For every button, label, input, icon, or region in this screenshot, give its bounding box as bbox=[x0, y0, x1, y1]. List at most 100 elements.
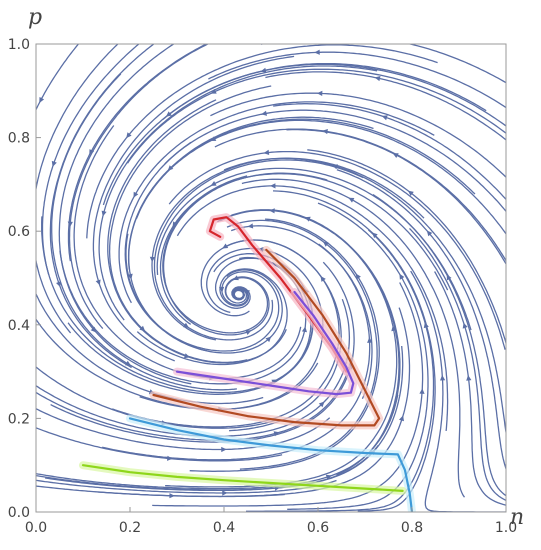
streamline bbox=[164, 109, 506, 213]
streamline-arrow bbox=[172, 221, 178, 228]
streamline bbox=[226, 219, 378, 470]
streamline bbox=[86, 44, 438, 239]
streamline bbox=[246, 229, 435, 512]
trajectory-line-1 bbox=[175, 290, 355, 396]
streamline-arrow bbox=[367, 337, 373, 343]
streamline-arrow bbox=[446, 274, 452, 281]
streamline bbox=[50, 261, 355, 443]
streamline-arrow bbox=[210, 181, 217, 186]
streamline-arrow bbox=[374, 76, 381, 82]
streamline bbox=[98, 65, 378, 321]
y-axis-label: p bbox=[28, 5, 42, 30]
trajectory-group bbox=[79, 213, 416, 512]
trajectory-line-2 bbox=[152, 248, 381, 427]
streamline bbox=[36, 479, 337, 494]
streamline-arrow bbox=[332, 164, 338, 170]
streamline-arrow bbox=[95, 279, 101, 286]
streamline-arrow bbox=[245, 330, 252, 335]
streamline-arrow bbox=[247, 223, 254, 229]
streamline-arrow bbox=[101, 210, 107, 217]
streamline bbox=[168, 150, 506, 350]
streamline-arrow bbox=[265, 336, 272, 343]
streamline-arrow bbox=[51, 160, 57, 167]
y-tick-label: 0.6 bbox=[8, 224, 30, 240]
streamline-arrow bbox=[399, 415, 404, 422]
streamline bbox=[67, 44, 208, 262]
x-tick-label: 0.8 bbox=[401, 520, 423, 536]
streamline bbox=[434, 271, 506, 506]
streamline bbox=[101, 243, 371, 461]
streamline-arrow bbox=[210, 136, 217, 141]
streamline bbox=[118, 101, 435, 304]
streamline bbox=[307, 149, 506, 346]
streamline bbox=[287, 202, 429, 510]
x-tick-label: 0.6 bbox=[307, 520, 329, 536]
streamline bbox=[36, 408, 331, 451]
streamline bbox=[36, 357, 352, 441]
streamline bbox=[189, 218, 380, 472]
streamline bbox=[36, 292, 264, 405]
streamline bbox=[210, 92, 506, 179]
streamline bbox=[125, 233, 280, 352]
streamline-arrow bbox=[316, 90, 323, 96]
plot-frame bbox=[35, 43, 507, 513]
streamline-arrow bbox=[370, 35, 376, 40]
streamline bbox=[41, 44, 140, 275]
streamline bbox=[58, 44, 192, 385]
streamline bbox=[286, 128, 506, 266]
streamline-arrow bbox=[399, 273, 405, 280]
streamline-arrow bbox=[263, 149, 270, 155]
streamline-arrow bbox=[323, 241, 329, 247]
streamline bbox=[200, 239, 342, 432]
streamline bbox=[261, 44, 506, 84]
streamline bbox=[73, 125, 302, 380]
streamline-field bbox=[36, 35, 506, 512]
streamline-arrow bbox=[381, 115, 388, 121]
streamline-arrow bbox=[232, 275, 239, 281]
streamline-arrow bbox=[221, 446, 227, 453]
streamline bbox=[241, 178, 466, 498]
x-tick-label: 0.4 bbox=[213, 520, 235, 536]
streamline bbox=[223, 157, 506, 434]
x-tick-label: 0.2 bbox=[119, 520, 141, 536]
trajectory-line-4 bbox=[81, 464, 404, 492]
streamline bbox=[372, 194, 506, 497]
streamline-arrow bbox=[372, 232, 378, 239]
streamline-arrow bbox=[222, 490, 228, 496]
x-axis-label: n bbox=[510, 505, 524, 530]
streamline-arrow bbox=[149, 256, 155, 263]
streamline-arrow bbox=[260, 67, 267, 73]
streamline bbox=[176, 185, 449, 431]
streamline-arrow bbox=[270, 183, 276, 189]
streamline bbox=[126, 68, 506, 164]
streamline-arrow bbox=[419, 388, 425, 394]
streamline-arrow bbox=[244, 289, 251, 295]
streamline-arrow bbox=[325, 474, 332, 480]
streamline-arrow bbox=[304, 216, 311, 222]
x-axis-ticks: 0.0 0.2 0.4 0.6 0.8 1.0 bbox=[25, 507, 517, 536]
streamline-arrow bbox=[126, 132, 132, 139]
streamline bbox=[49, 44, 155, 369]
y-tick-label: 1.0 bbox=[8, 37, 30, 53]
streamline-arrow bbox=[466, 375, 472, 381]
streamline bbox=[36, 44, 80, 112]
streamline bbox=[273, 103, 506, 201]
streamline-arrow bbox=[56, 281, 61, 288]
streamline-arrow bbox=[39, 97, 45, 103]
streamline bbox=[36, 427, 283, 462]
streamline bbox=[159, 173, 449, 325]
streamline bbox=[151, 157, 425, 341]
streamline-arrow bbox=[301, 326, 307, 333]
streamline bbox=[272, 190, 436, 512]
y-tick-label: 0.4 bbox=[8, 318, 30, 334]
streamline-arrow bbox=[426, 230, 433, 237]
streamline-arrow bbox=[392, 153, 399, 158]
streamline bbox=[135, 119, 506, 236]
streamline bbox=[136, 268, 288, 366]
streamline bbox=[162, 63, 506, 127]
streamline bbox=[217, 209, 400, 476]
streamline bbox=[92, 55, 295, 362]
streamline bbox=[165, 234, 398, 488]
streamline-arrow bbox=[261, 110, 267, 116]
streamline bbox=[36, 44, 119, 334]
